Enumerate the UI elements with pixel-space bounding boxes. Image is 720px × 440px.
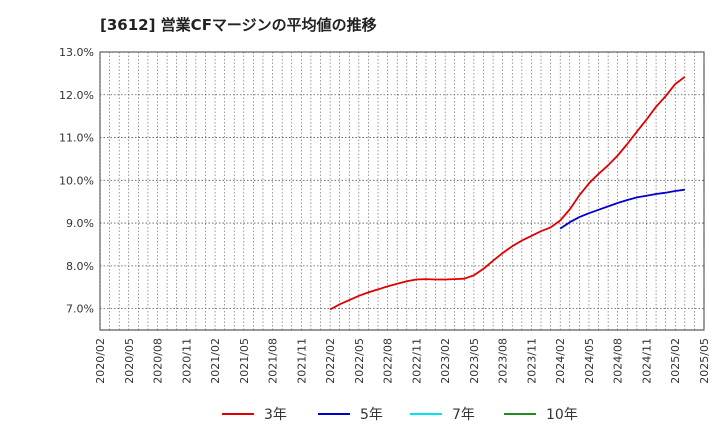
x-tick-label: 2022/11	[410, 338, 423, 384]
x-tick-label: 2022/02	[324, 338, 337, 384]
series-line	[559, 188, 685, 230]
y-tick-label: 10.0%	[59, 174, 94, 187]
x-tick-label: 2023/02	[439, 338, 452, 384]
legend-label: 7年	[452, 407, 475, 423]
legend-label: 3年	[264, 407, 287, 423]
x-tick-label: 2023/11	[525, 338, 538, 384]
x-tick-label: 2021/02	[209, 338, 222, 384]
y-tick-label: 11.0%	[59, 132, 94, 145]
x-tick-label: 2024/11	[640, 338, 653, 384]
legend: 3年 5年 7年 10年	[222, 407, 578, 423]
x-tick-label: 2024/05	[583, 338, 596, 384]
y-tick-label: 13.0%	[59, 46, 94, 59]
x-tick-label: 2021/05	[238, 338, 251, 384]
x-tick-label: 2020/11	[180, 338, 193, 384]
x-tick-label: 2020/02	[94, 338, 107, 384]
x-tick-label: 2025/02	[669, 338, 682, 384]
x-tick-label: 2023/08	[497, 338, 510, 384]
series-lines	[329, 76, 686, 311]
x-tick-label: 2022/08	[382, 338, 395, 384]
grid-lines	[99, 51, 705, 330]
y-tick-label: 12.0%	[59, 89, 94, 102]
x-tick-label: 2023/05	[468, 338, 481, 384]
x-tick-label: 2024/02	[554, 338, 567, 384]
y-tick-label: 7.0%	[66, 303, 94, 316]
x-axis-ticks: 2020/02 2020/05 2020/08 2020/11 2021/02 2021/…	[94, 338, 711, 384]
x-tick-label: 2025/05	[698, 338, 711, 384]
legend-label: 10年	[546, 407, 578, 423]
x-tick-label: 2024/08	[612, 338, 625, 384]
plot-area	[99, 51, 705, 331]
x-tick-label: 2021/08	[267, 338, 280, 384]
legend-label: 5年	[360, 407, 383, 423]
y-axis-ticks: 7.0% 8.0% 9.0% 10.0% 11.0% 12.0% 13.0%	[59, 46, 94, 316]
x-tick-label: 2021/11	[295, 338, 308, 384]
x-tick-label: 2020/08	[152, 338, 165, 384]
x-tick-label: 2020/05	[123, 338, 136, 384]
series-line	[329, 76, 686, 311]
x-tick-label: 2022/05	[353, 338, 366, 384]
y-tick-label: 9.0%	[66, 217, 94, 230]
chart-title: [3612] 営業CFマージンの平均値の推移	[100, 16, 377, 34]
y-tick-label: 8.0%	[66, 260, 94, 273]
